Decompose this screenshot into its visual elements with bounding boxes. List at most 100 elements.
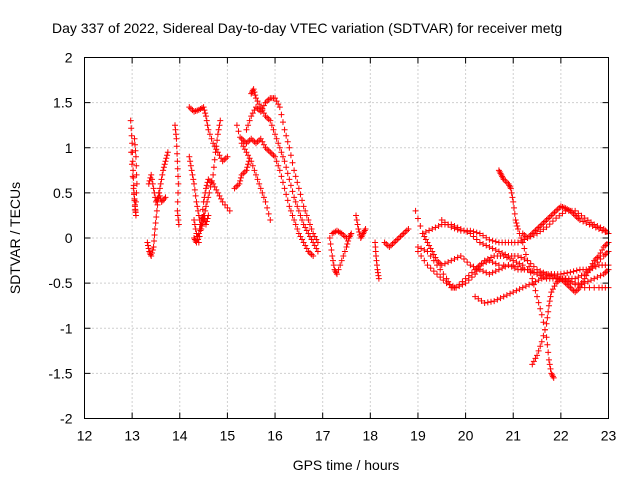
data-point: [335, 266, 342, 273]
data-point: [503, 254, 510, 261]
data-point: [522, 283, 529, 290]
data-point: [289, 188, 296, 195]
data-point: [487, 254, 494, 261]
data-point: [527, 231, 534, 238]
data-point: [145, 245, 152, 252]
series-track-n: [238, 135, 317, 260]
data-point: [246, 117, 253, 124]
series-track-aa: [519, 203, 612, 241]
data-point: [581, 275, 588, 282]
data-point: [535, 299, 542, 306]
data-point: [205, 212, 212, 219]
data-point: [589, 222, 596, 229]
data-point: [235, 128, 242, 135]
data-point: [462, 275, 469, 282]
data-point: [427, 265, 434, 272]
data-point: [561, 278, 568, 285]
data-point: [148, 171, 155, 178]
data-point: [387, 242, 394, 249]
data-point: [573, 287, 580, 294]
data-point: [441, 260, 448, 267]
data-point: [484, 299, 491, 306]
data-point: [289, 159, 296, 166]
data-point: [583, 219, 590, 226]
data-point: [216, 192, 223, 199]
data-point: [514, 225, 521, 232]
data-point: [210, 140, 217, 147]
data-point: [481, 257, 488, 264]
data-point: [567, 284, 574, 291]
data-point: [603, 250, 610, 257]
data-point: [545, 308, 552, 315]
data-point: [572, 281, 579, 288]
data-point: [476, 230, 483, 237]
data-point: [545, 272, 552, 279]
data-point: [576, 216, 583, 223]
data-point: [511, 265, 518, 272]
data-point: [270, 152, 277, 159]
data-point: [603, 268, 610, 275]
data-point: [161, 161, 168, 168]
data-point: [197, 221, 204, 228]
data-point: [526, 263, 533, 270]
data-point: [245, 122, 252, 129]
data-point: [594, 254, 601, 261]
data-point: [190, 176, 197, 183]
data-point: [130, 185, 137, 192]
data-point: [532, 355, 539, 362]
data-point: [283, 132, 290, 139]
data-point: [326, 235, 333, 241]
x-axis-label: GPS time / hours: [293, 457, 400, 473]
y-tick-label: 0.5: [53, 185, 73, 201]
series-track-d: [144, 189, 169, 260]
data-point: [478, 297, 485, 304]
data-point: [597, 250, 604, 257]
data-point: [422, 236, 429, 243]
data-point: [222, 155, 229, 162]
x-tick-label: 12: [77, 428, 93, 444]
y-tick-label: 0: [65, 230, 73, 246]
data-point: [256, 101, 263, 108]
data-point: [546, 213, 553, 220]
data-point: [240, 143, 247, 150]
x-tick-label: 18: [363, 428, 379, 444]
data-point: [519, 239, 526, 246]
data-point: [545, 302, 552, 309]
data-point: [279, 153, 286, 160]
data-point: [414, 215, 421, 222]
data-point: [570, 210, 577, 217]
data-point: [241, 146, 248, 153]
data-point: [564, 269, 571, 276]
data-point: [507, 183, 514, 190]
data-point: [297, 191, 304, 198]
data-point: [216, 122, 223, 129]
data-point: [272, 131, 279, 138]
data-point: [243, 126, 250, 133]
data-point: [281, 158, 288, 165]
data-point: [297, 233, 304, 240]
data-point: [278, 111, 285, 118]
data-point: [203, 182, 210, 189]
data-point: [256, 107, 263, 114]
data-point: [201, 194, 208, 201]
data-point: [147, 174, 154, 181]
data-point: [535, 277, 542, 284]
data-point: [236, 180, 243, 187]
data-point: [129, 158, 136, 165]
data-point: [375, 275, 382, 282]
series-track-b: [128, 149, 139, 219]
data-point: [534, 266, 541, 273]
data-point: [188, 167, 195, 174]
data-point: [512, 216, 519, 223]
data-point: [422, 228, 429, 235]
data-point: [156, 185, 163, 192]
data-point: [311, 233, 318, 240]
data-point: [437, 274, 444, 281]
data-point: [340, 253, 347, 260]
data-point: [492, 247, 499, 254]
data-point: [243, 167, 250, 174]
data-point: [256, 137, 263, 144]
data-point: [592, 224, 599, 231]
data-point: [603, 241, 610, 248]
